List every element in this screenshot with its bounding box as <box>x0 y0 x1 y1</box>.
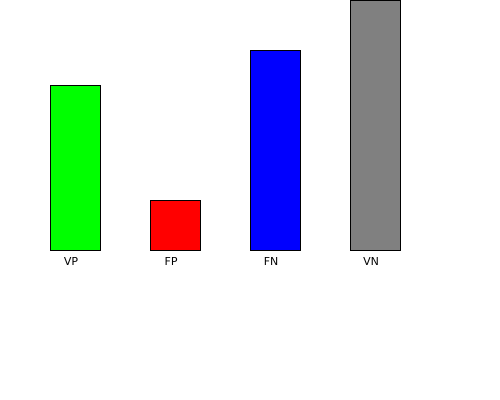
x-tick-labels: VP FP FN VN <box>64 255 379 268</box>
bar-vn <box>350 0 401 251</box>
x-tick-label-fn: FN <box>264 255 279 268</box>
x-tick-label-vp: VP <box>64 255 79 268</box>
bar-fp <box>150 200 201 251</box>
x-tick-label-fp: FP <box>165 255 178 268</box>
bar-fn <box>250 50 301 251</box>
bar-vp <box>50 85 101 251</box>
bar-group <box>50 0 401 251</box>
x-tick-label-vn: VN <box>363 255 379 268</box>
